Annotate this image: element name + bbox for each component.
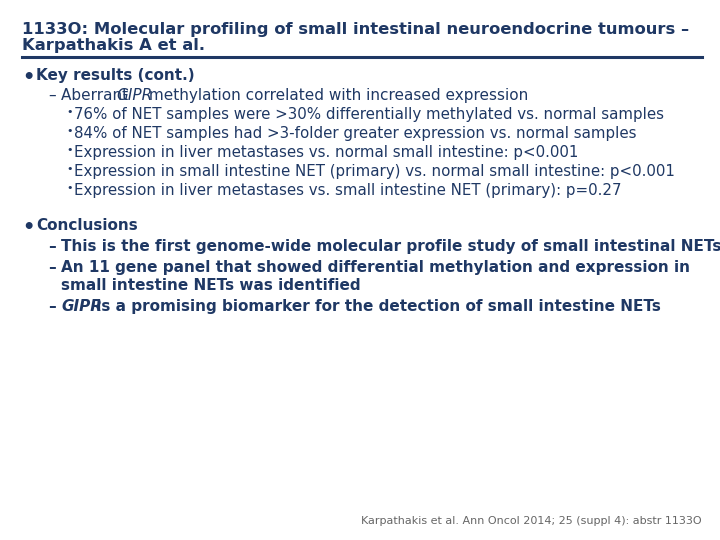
Text: small intestine NETs was identified: small intestine NETs was identified (61, 278, 361, 293)
Text: –: – (48, 239, 55, 254)
Text: •: • (66, 126, 73, 136)
Text: 84% of NET samples had >3-folder greater expression vs. normal samples: 84% of NET samples had >3-folder greater… (74, 126, 636, 141)
Text: Aberrant: Aberrant (61, 88, 133, 103)
Text: Conclusions: Conclusions (36, 218, 138, 233)
Text: GIPR: GIPR (116, 88, 152, 103)
Text: •: • (66, 145, 73, 155)
Text: This is the first genome-wide molecular profile study of small intestinal NETs: This is the first genome-wide molecular … (61, 239, 720, 254)
Text: Expression in liver metastases vs. small intestine NET (primary): p=0.27: Expression in liver metastases vs. small… (74, 183, 621, 198)
Text: 76% of NET samples were >30% differentially methylated vs. normal samples: 76% of NET samples were >30% differentia… (74, 107, 664, 122)
Text: Karpathakis A et al.: Karpathakis A et al. (22, 38, 205, 53)
Text: •: • (66, 164, 73, 174)
Text: •: • (22, 218, 35, 237)
Text: GIPR: GIPR (61, 299, 102, 314)
Text: methylation correlated with increased expression: methylation correlated with increased ex… (144, 88, 528, 103)
Text: Karpathakis et al. Ann Oncol 2014; 25 (suppl 4): abstr 1133O: Karpathakis et al. Ann Oncol 2014; 25 (s… (361, 516, 702, 526)
Text: •: • (66, 107, 73, 117)
Text: Expression in liver metastases vs. normal small intestine: p<0.001: Expression in liver metastases vs. norma… (74, 145, 578, 160)
Text: An 11 gene panel that showed differential methylation and expression in: An 11 gene panel that showed differentia… (61, 260, 690, 275)
Text: is a promising biomarker for the detection of small intestine NETs: is a promising biomarker for the detecti… (91, 299, 661, 314)
Text: Key results (cont.): Key results (cont.) (36, 68, 194, 83)
Text: 1133O: Molecular profiling of small intestinal neuroendocrine tumours –: 1133O: Molecular profiling of small inte… (22, 22, 689, 37)
Text: Expression in small intestine NET (primary) vs. normal small intestine: p<0.001: Expression in small intestine NET (prima… (74, 164, 675, 179)
Text: –: – (48, 88, 55, 103)
Text: •: • (66, 183, 73, 193)
Text: •: • (22, 68, 35, 87)
Text: –: – (48, 260, 55, 275)
Text: –: – (48, 299, 55, 314)
